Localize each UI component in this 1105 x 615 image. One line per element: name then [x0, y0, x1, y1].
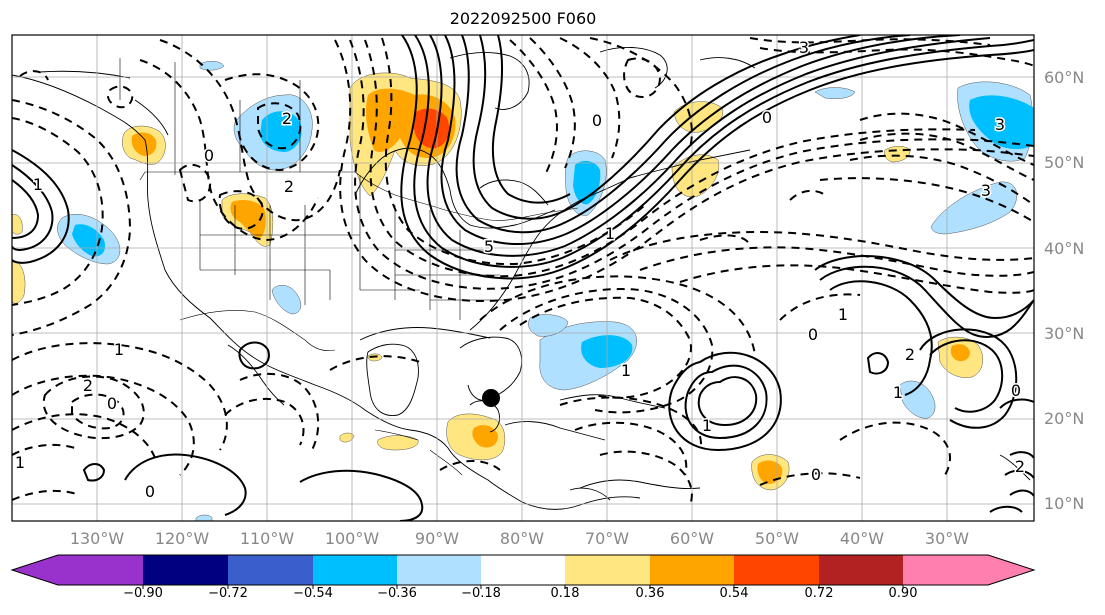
graticule [12, 35, 1034, 521]
contour-label: 0 [107, 394, 117, 413]
positive-anomaly-area [230, 200, 266, 238]
colorbar-tick-label: 0.36 [635, 586, 665, 601]
negative-anomaly-area [814, 87, 856, 99]
contour-label: 1 [15, 453, 25, 472]
colorbar-tick-label: −0.72 [208, 586, 248, 601]
colorbar [10, 554, 1036, 586]
longitude-label: 110°W [239, 529, 295, 548]
colorbar-segment [565, 555, 650, 585]
contour-label: 3 [799, 38, 809, 57]
colorbar-extend-low [12, 555, 58, 585]
negative-anomaly-area [969, 95, 1034, 150]
colorbar-segment [58, 555, 143, 585]
colorbar-ticks [142, 585, 904, 589]
contour-label: 2 [282, 109, 292, 128]
map-title: 2022092500 F060 [449, 9, 597, 28]
negative-anomaly-area [260, 111, 302, 152]
negative-anomaly-area [199, 61, 225, 71]
colorbar-segment [397, 555, 481, 585]
contour-label: 0 [145, 482, 155, 501]
latitude-label: 50°N [1044, 153, 1085, 172]
contour-label: 2 [83, 376, 93, 395]
positive-anomaly-area [472, 425, 498, 448]
longitude-label: 130°W [69, 529, 125, 548]
colorbar-segment [819, 555, 903, 585]
contour-label: 0 [1011, 381, 1021, 400]
contour-label: 1 [893, 383, 903, 402]
contour-label: 0 [204, 146, 214, 165]
negative-anomaly-area [931, 181, 1018, 235]
negative-anomaly-area [899, 380, 936, 419]
positive-anomaly-area [671, 154, 720, 198]
latitude-label: 30°N [1044, 324, 1085, 343]
colorbar-segment [481, 555, 565, 585]
longitude-label: 30°W [924, 529, 970, 548]
contour-label: 1 [33, 175, 43, 194]
map-frame [11, 34, 1035, 522]
colorbar-segment [143, 555, 228, 585]
contour-label: 3 [995, 115, 1005, 134]
colorbar-segment [313, 555, 397, 585]
contour-label: 2 [1015, 457, 1025, 476]
colorbar-tick-label: 0.54 [719, 586, 749, 601]
negative-anomaly-area [271, 284, 302, 315]
colorbar-tick-label: −0.90 [123, 586, 163, 601]
contour-label: 5 [484, 237, 494, 256]
longitude-label: 50°W [754, 529, 800, 548]
colorbar-extend-high [988, 555, 1034, 585]
contour-label: 0 [811, 465, 821, 484]
colorbar-outline [10, 554, 1036, 586]
longitude-label: 80°W [499, 529, 545, 548]
solid-contours [12, 35, 1034, 521]
contour-label: 3 [981, 181, 991, 200]
contour-label: 0 [592, 111, 602, 130]
positive-anomaly-area [12, 214, 23, 235]
longitude-label: 40°W [839, 529, 885, 548]
contour-label: 1 [114, 340, 124, 359]
storm-marker [482, 389, 500, 407]
contour-label: 1 [605, 224, 615, 243]
longitude-label: 100°W [324, 529, 380, 548]
longitude-label: 90°W [414, 529, 460, 548]
colorbar-tick-label: 0.18 [550, 586, 580, 601]
contour-label: 0 [762, 108, 772, 127]
contour-label: 1 [838, 305, 848, 324]
positive-anomaly-area [757, 460, 783, 484]
contour-label: 0 [808, 325, 818, 344]
positive-anomaly-area [12, 261, 26, 304]
colorbar-segment [734, 555, 819, 585]
dashed-contours [12, 37, 1034, 506]
contour-label: 1 [621, 361, 631, 380]
longitude-label: 120°W [154, 529, 210, 548]
latitude-label: 10°N [1044, 494, 1085, 513]
contour-label: 1 [702, 416, 712, 435]
colorbar-segment [650, 555, 734, 585]
colorbar-tick-label: −0.18 [461, 586, 501, 601]
colorbar-tick-label: 0.90 [888, 586, 918, 601]
colorbar-segment [903, 555, 988, 585]
contour-label: 2 [284, 177, 294, 196]
latitude-label: 60°N [1044, 68, 1085, 87]
latitude-label: 40°N [1044, 239, 1085, 258]
positive-anomaly-area [377, 435, 419, 451]
colorbar-tick-label: −0.36 [377, 586, 417, 601]
longitude-label: 60°W [669, 529, 715, 548]
positive-anomaly-area [339, 432, 355, 443]
colorbar-segment [228, 555, 313, 585]
latitude-label: 20°N [1044, 409, 1085, 428]
positive-anomaly-area [950, 344, 970, 362]
colorbar-tick-label: −0.54 [293, 586, 333, 601]
positive-anomaly-area [131, 132, 157, 156]
longitude-label: 70°W [584, 529, 630, 548]
negative-anomaly-area [528, 314, 569, 337]
contour-label: 2 [905, 345, 915, 364]
colorbar-tick-label: 0.72 [804, 586, 834, 601]
